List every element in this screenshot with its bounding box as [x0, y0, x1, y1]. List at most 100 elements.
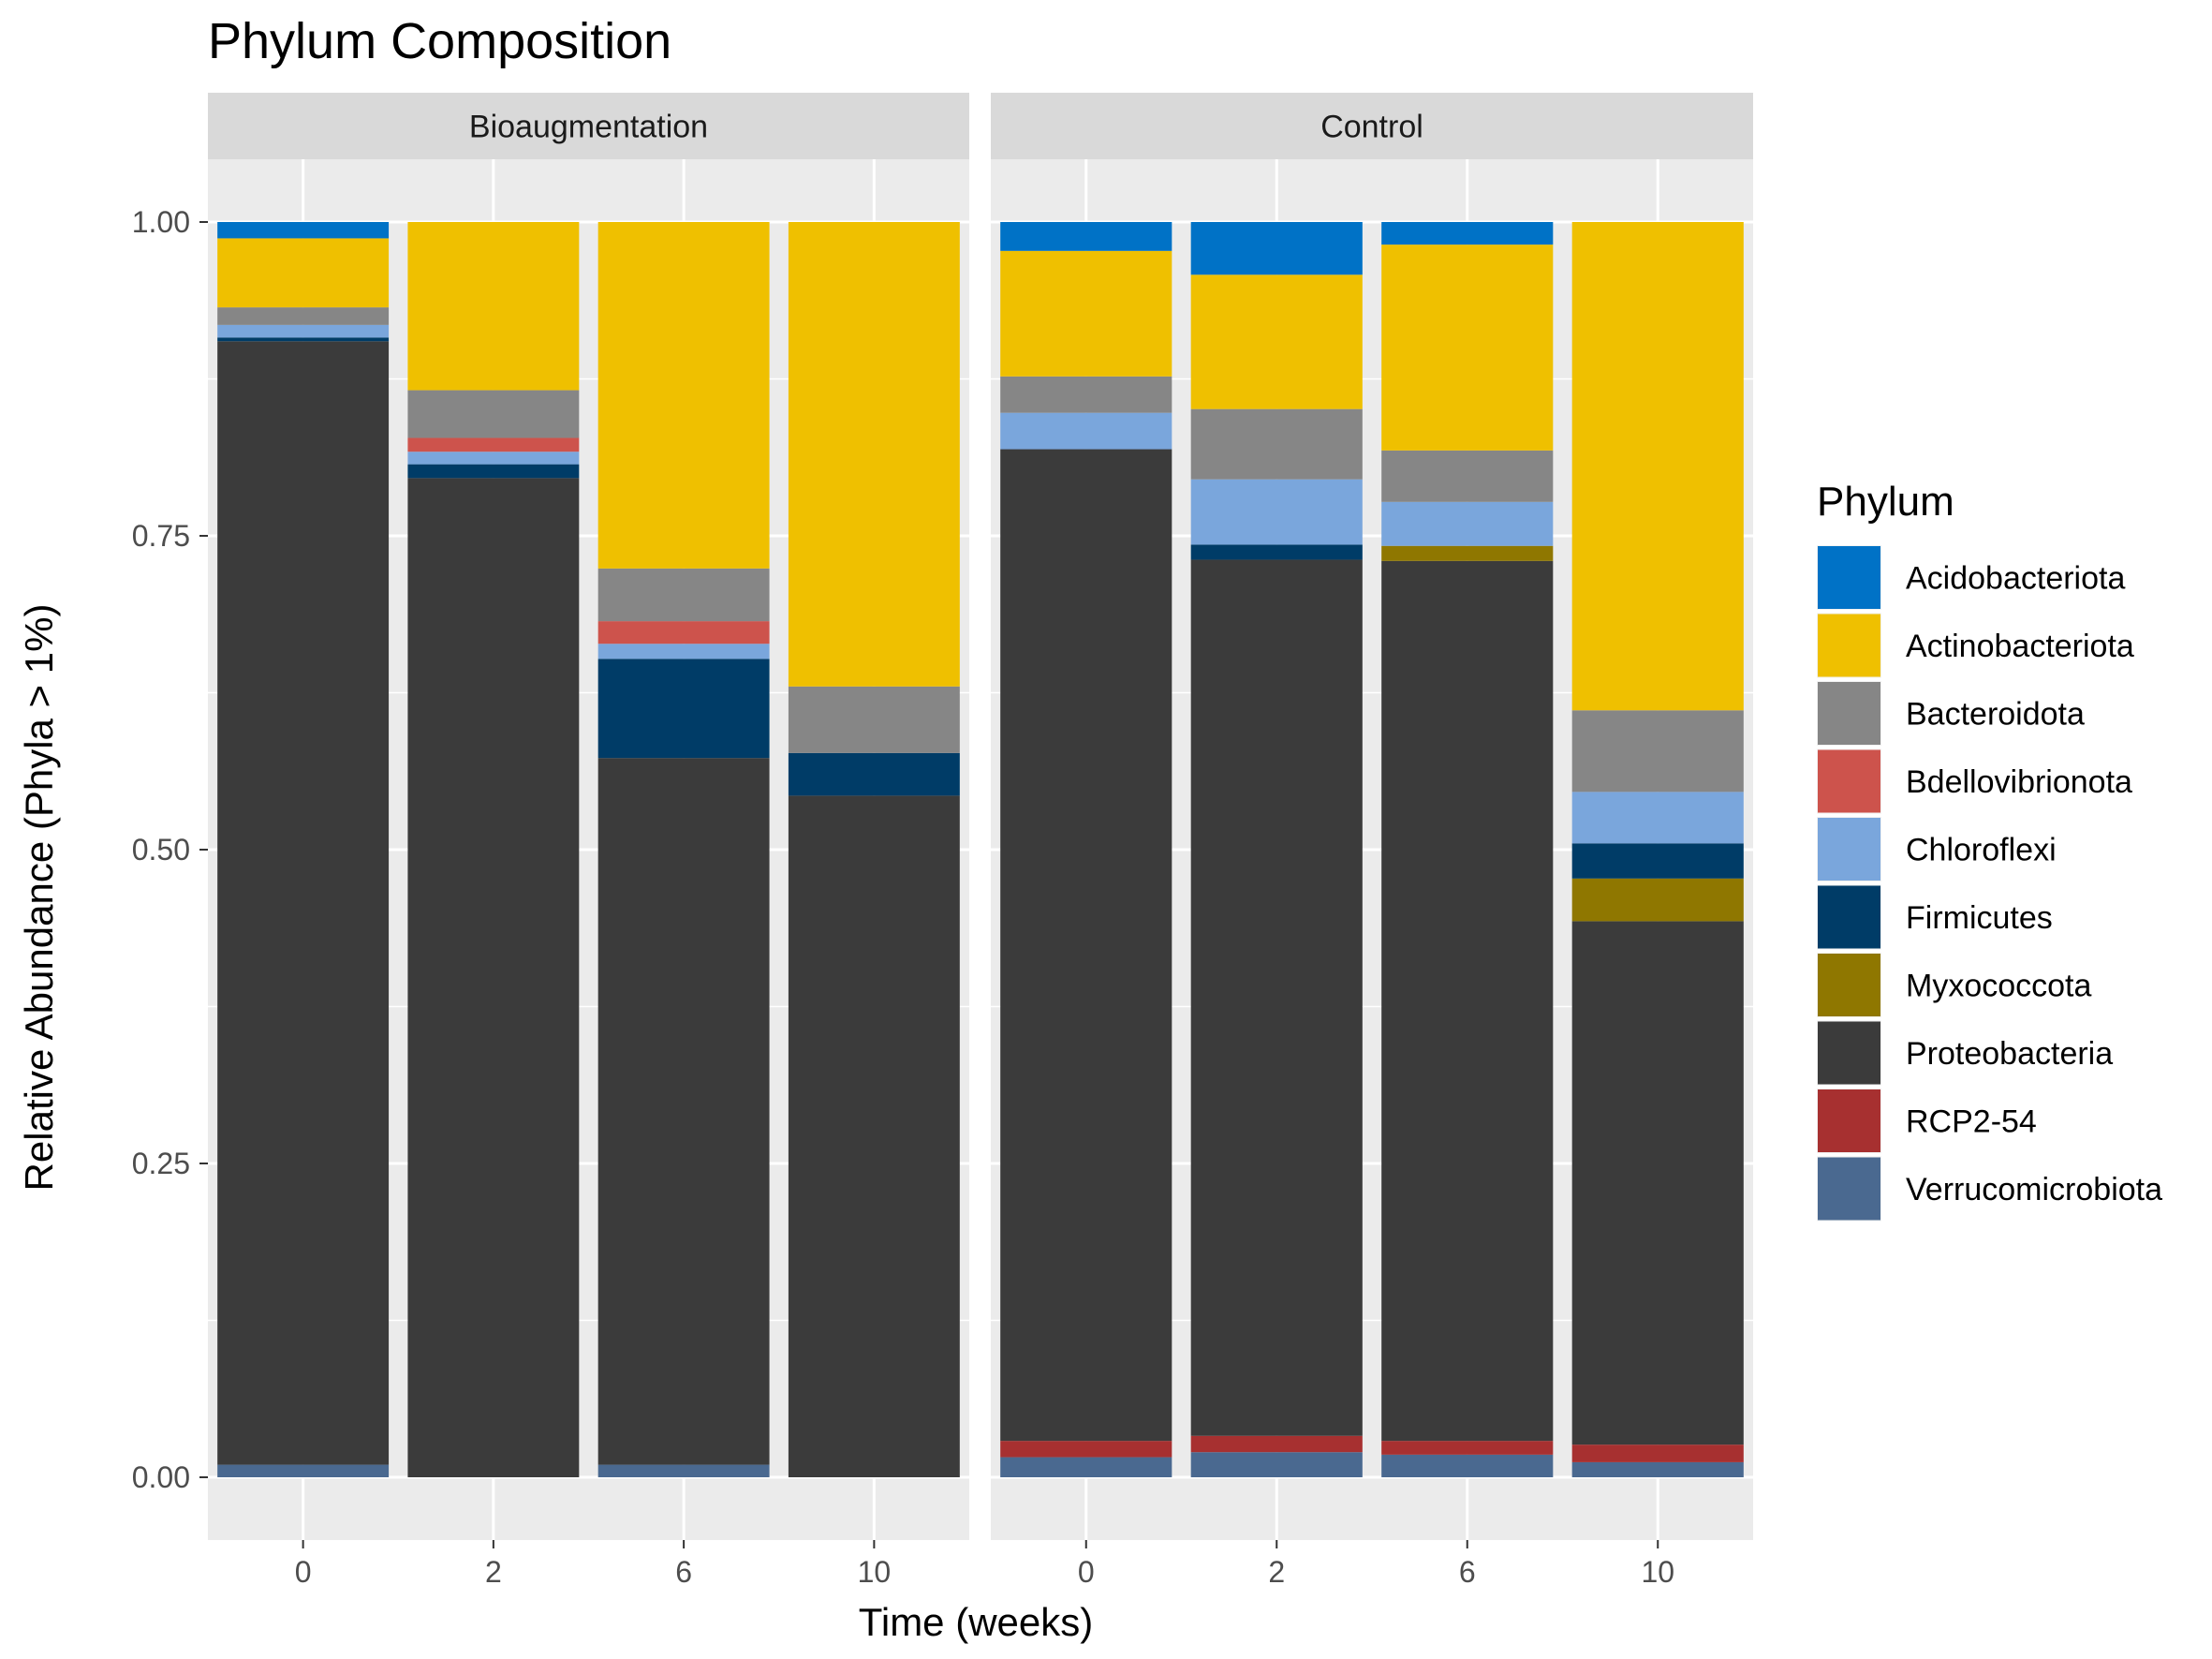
bar-segment-actinobacteriota: [1000, 250, 1172, 377]
legend-label: Bdellovibrionota: [1906, 764, 2132, 800]
legend-item-rcp2-54: RCP2-54: [1817, 1089, 2037, 1153]
legend-swatch: [1818, 1089, 1880, 1152]
y-tick-label: 0.00: [132, 1460, 190, 1494]
legend-label: Firmicutes: [1906, 900, 2053, 936]
bar-segment-actinobacteriota: [1190, 274, 1363, 409]
bar-segment-bacteroidota: [1190, 408, 1363, 480]
bar-segment-actinobacteriota: [1381, 244, 1554, 451]
legend-item-bacteroidota: Bacteroidota: [1817, 681, 2085, 746]
legend-item-chloroflexi: Chloroflexi: [1817, 817, 2057, 881]
bar-segment-firmicutes: [407, 464, 580, 479]
bar-segment-rcp2-54: [1571, 1444, 1744, 1462]
bar-segment-verrucomicrobiota: [1571, 1461, 1744, 1477]
bar-segment-acidobacteriota: [1190, 222, 1363, 275]
x-tick-label: 0: [295, 1555, 312, 1589]
bar-segment-chloroflexi: [407, 452, 580, 465]
facet-panel-control: Control 0 2 6 10: [991, 93, 1753, 1589]
legend-label: Proteobacteria: [1906, 1036, 2113, 1072]
x-axis-title: Time (weeks): [859, 1600, 1093, 1644]
bar-segment-bacteroidota: [407, 390, 580, 438]
legend-label: Verrucomicrobiota: [1906, 1172, 2162, 1207]
legend-item-firmicutes: Firmicutes: [1817, 884, 2053, 950]
bar-segment-myxococcota: [1571, 878, 1744, 922]
bar-segment-acidobacteriota: [217, 222, 390, 239]
bar-segment-acidobacteriota: [1000, 222, 1172, 251]
legend-label: Acidobacteriota: [1906, 561, 2125, 597]
bar-segment-bacteroidota: [1000, 376, 1172, 413]
bar-segment-firmicutes: [217, 337, 390, 342]
facet-panel-bioaugmentation: Bioaugmentation 0 2 6 10: [208, 93, 969, 1589]
bar-segment-proteobacteria: [1000, 449, 1172, 1442]
bar-bioaugmentation-week-10: [788, 222, 960, 1477]
y-tick-label: 0.50: [132, 833, 190, 867]
bar-segment-rcp2-54: [1000, 1441, 1172, 1458]
bar-segment-firmicutes: [597, 659, 770, 759]
bar-segment-firmicutes: [1190, 544, 1363, 560]
bar-segment-verrucomicrobiota: [1381, 1454, 1554, 1477]
bar-segment-chloroflexi: [1190, 479, 1363, 545]
bar-segment-firmicutes: [1571, 843, 1744, 879]
x-tick-label: 10: [858, 1555, 892, 1589]
bar-segment-actinobacteriota: [788, 222, 960, 687]
legend-label: Chloroflexi: [1906, 833, 2057, 868]
legend-swatch: [1818, 954, 1880, 1016]
bar-segment-bacteroidota: [788, 686, 960, 753]
bar-segment-proteobacteria: [788, 795, 960, 1477]
legend-swatch: [1818, 818, 1880, 881]
legend-swatch: [1818, 614, 1880, 677]
bar-segment-proteobacteria: [217, 341, 390, 1465]
y-axis: 0.00 0.25 0.50 0.75 1.00: [132, 205, 208, 1494]
bar-control-week-0: [1000, 222, 1172, 1477]
x-tick-label: 6: [1459, 1555, 1476, 1589]
legend-item-bdellovibrionota: Bdellovibrionota: [1817, 748, 2132, 814]
legend: Phylum Acidobacteriota Actinobacteriota Ba…: [1817, 479, 2162, 1222]
y-tick-label: 1.00: [132, 205, 190, 239]
bar-segment-proteobacteria: [407, 478, 580, 1477]
legend-item-acidobacteriota: Acidobacteriota: [1817, 545, 2125, 610]
bar-bioaugmentation-week-2: [407, 222, 580, 1477]
y-axis-title: Relative Abundance (Phyla > 1%): [17, 604, 61, 1192]
facet-strip: [991, 93, 1753, 159]
legend-label: Bacteroidota: [1906, 697, 2085, 733]
legend-label: RCP2-54: [1906, 1104, 2037, 1140]
x-tick-label: 10: [1641, 1555, 1674, 1589]
x-tick-label: 2: [485, 1555, 502, 1589]
bar-segment-proteobacteria: [1381, 560, 1554, 1442]
bar-segment-firmicutes: [788, 752, 960, 796]
bar-segment-bdellovibrionota: [407, 437, 580, 452]
legend-swatch: [1818, 1157, 1880, 1221]
bar-segment-chloroflexi: [1000, 412, 1172, 450]
bar-segment-chloroflexi: [597, 644, 770, 659]
bar-segment-chloroflexi: [217, 324, 390, 338]
legend-item-myxococcota: Myxococcota: [1817, 953, 2091, 1017]
legend-swatch: [1818, 885, 1880, 949]
legend-swatch: [1818, 682, 1880, 745]
chart-title: Phylum Composition: [208, 13, 671, 69]
facet-panels: Bioaugmentation 0 2 6 10 Control 0 2 6 10: [208, 93, 1753, 1589]
bar-segment-chloroflexi: [1571, 792, 1744, 844]
bar-segment-verrucomicrobiota: [217, 1464, 390, 1477]
legend-item-verrucomicrobiota: Verrucomicrobiota: [1817, 1156, 2162, 1222]
bar-segment-bacteroidota: [217, 307, 390, 325]
bar-segment-rcp2-54: [1381, 1441, 1554, 1455]
legend-swatch: [1818, 749, 1880, 813]
legend-swatch: [1818, 1021, 1880, 1085]
bar-segment-verrucomicrobiota: [1190, 1452, 1363, 1477]
bar-segment-bacteroidota: [1571, 710, 1744, 792]
bar-segment-proteobacteria: [1571, 921, 1744, 1445]
facet-strip-label: Control: [1320, 110, 1423, 145]
bar-segment-actinobacteriota: [217, 238, 390, 308]
bar-segment-actinobacteriota: [597, 222, 770, 569]
bar-control-week-10: [1571, 222, 1744, 1477]
legend-item-actinobacteriota: Actinobacteriota: [1817, 613, 2134, 678]
bar-segment-actinobacteriota: [1571, 222, 1744, 711]
bar-segment-bdellovibrionota: [597, 621, 770, 644]
bar-segment-bacteroidota: [1381, 450, 1554, 502]
legend-label: Actinobacteriota: [1906, 629, 2134, 664]
bar-segment-chloroflexi: [1381, 501, 1554, 546]
legend-title: Phylum: [1817, 479, 1954, 525]
bar-segment-proteobacteria: [597, 758, 770, 1465]
x-tick-label: 6: [675, 1555, 692, 1589]
